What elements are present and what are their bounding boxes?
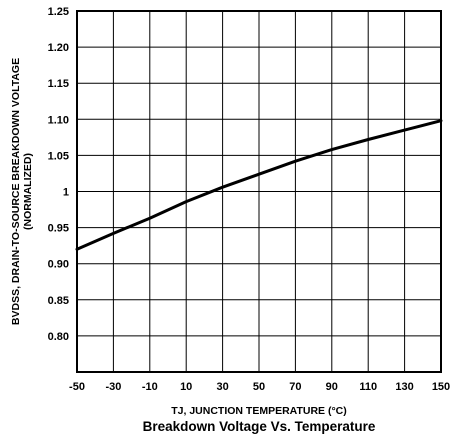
x-tick-label: 70 bbox=[289, 381, 301, 393]
x-tick-label: 130 bbox=[395, 381, 413, 393]
x-axis-title: TJ, JUNCTION TEMPERATURE (°C) bbox=[171, 405, 347, 417]
x-tick-label: -30 bbox=[105, 381, 121, 393]
y-tick-label: 0.95 bbox=[48, 223, 69, 235]
x-tick-label: 110 bbox=[359, 381, 377, 393]
y-tick-label: 1.05 bbox=[48, 150, 69, 162]
y-tick-label: 1 bbox=[63, 187, 69, 199]
x-tick-label: -10 bbox=[142, 381, 158, 393]
y-tick-label: 1.10 bbox=[48, 114, 69, 126]
y-tick-label: 1.20 bbox=[48, 42, 69, 54]
series-group bbox=[75, 119, 443, 251]
plot-frame bbox=[76, 10, 442, 373]
chart-caption: Breakdown Voltage Vs. Temperature bbox=[143, 419, 376, 434]
y-tick-label: 1.15 bbox=[48, 78, 69, 90]
series-line bbox=[75, 119, 443, 251]
y-tick-labels: 1.25 1.20 1.15 1.10 1.05 1 0.95 0.90 0.85 0.80 bbox=[48, 6, 69, 343]
x-tick-label: 50 bbox=[253, 381, 265, 393]
y-tick-label: 1.25 bbox=[48, 6, 69, 18]
x-tick-label: 150 bbox=[432, 381, 450, 393]
x-tick-label: 10 bbox=[180, 381, 192, 393]
plot-grid bbox=[76, 10, 442, 372]
y-tick-label: 0.90 bbox=[48, 259, 69, 271]
y-tick-label: 0.85 bbox=[48, 295, 69, 307]
x-tick-labels: -50 -30 -10 10 30 50 70 90 110 130 150 bbox=[69, 381, 450, 393]
x-tick-label: -50 bbox=[69, 381, 85, 393]
y-tick-label: 0.80 bbox=[48, 331, 69, 343]
y-axis-title-line1: BVDSS, DRAIN-TO-SOURCE BREAKDOWN VOLTAGE bbox=[10, 58, 22, 325]
x-tick-label: 90 bbox=[326, 381, 338, 393]
x-tick-label: 30 bbox=[216, 381, 228, 393]
y-axis-title-line2: (NORMALIZED) bbox=[22, 153, 34, 230]
